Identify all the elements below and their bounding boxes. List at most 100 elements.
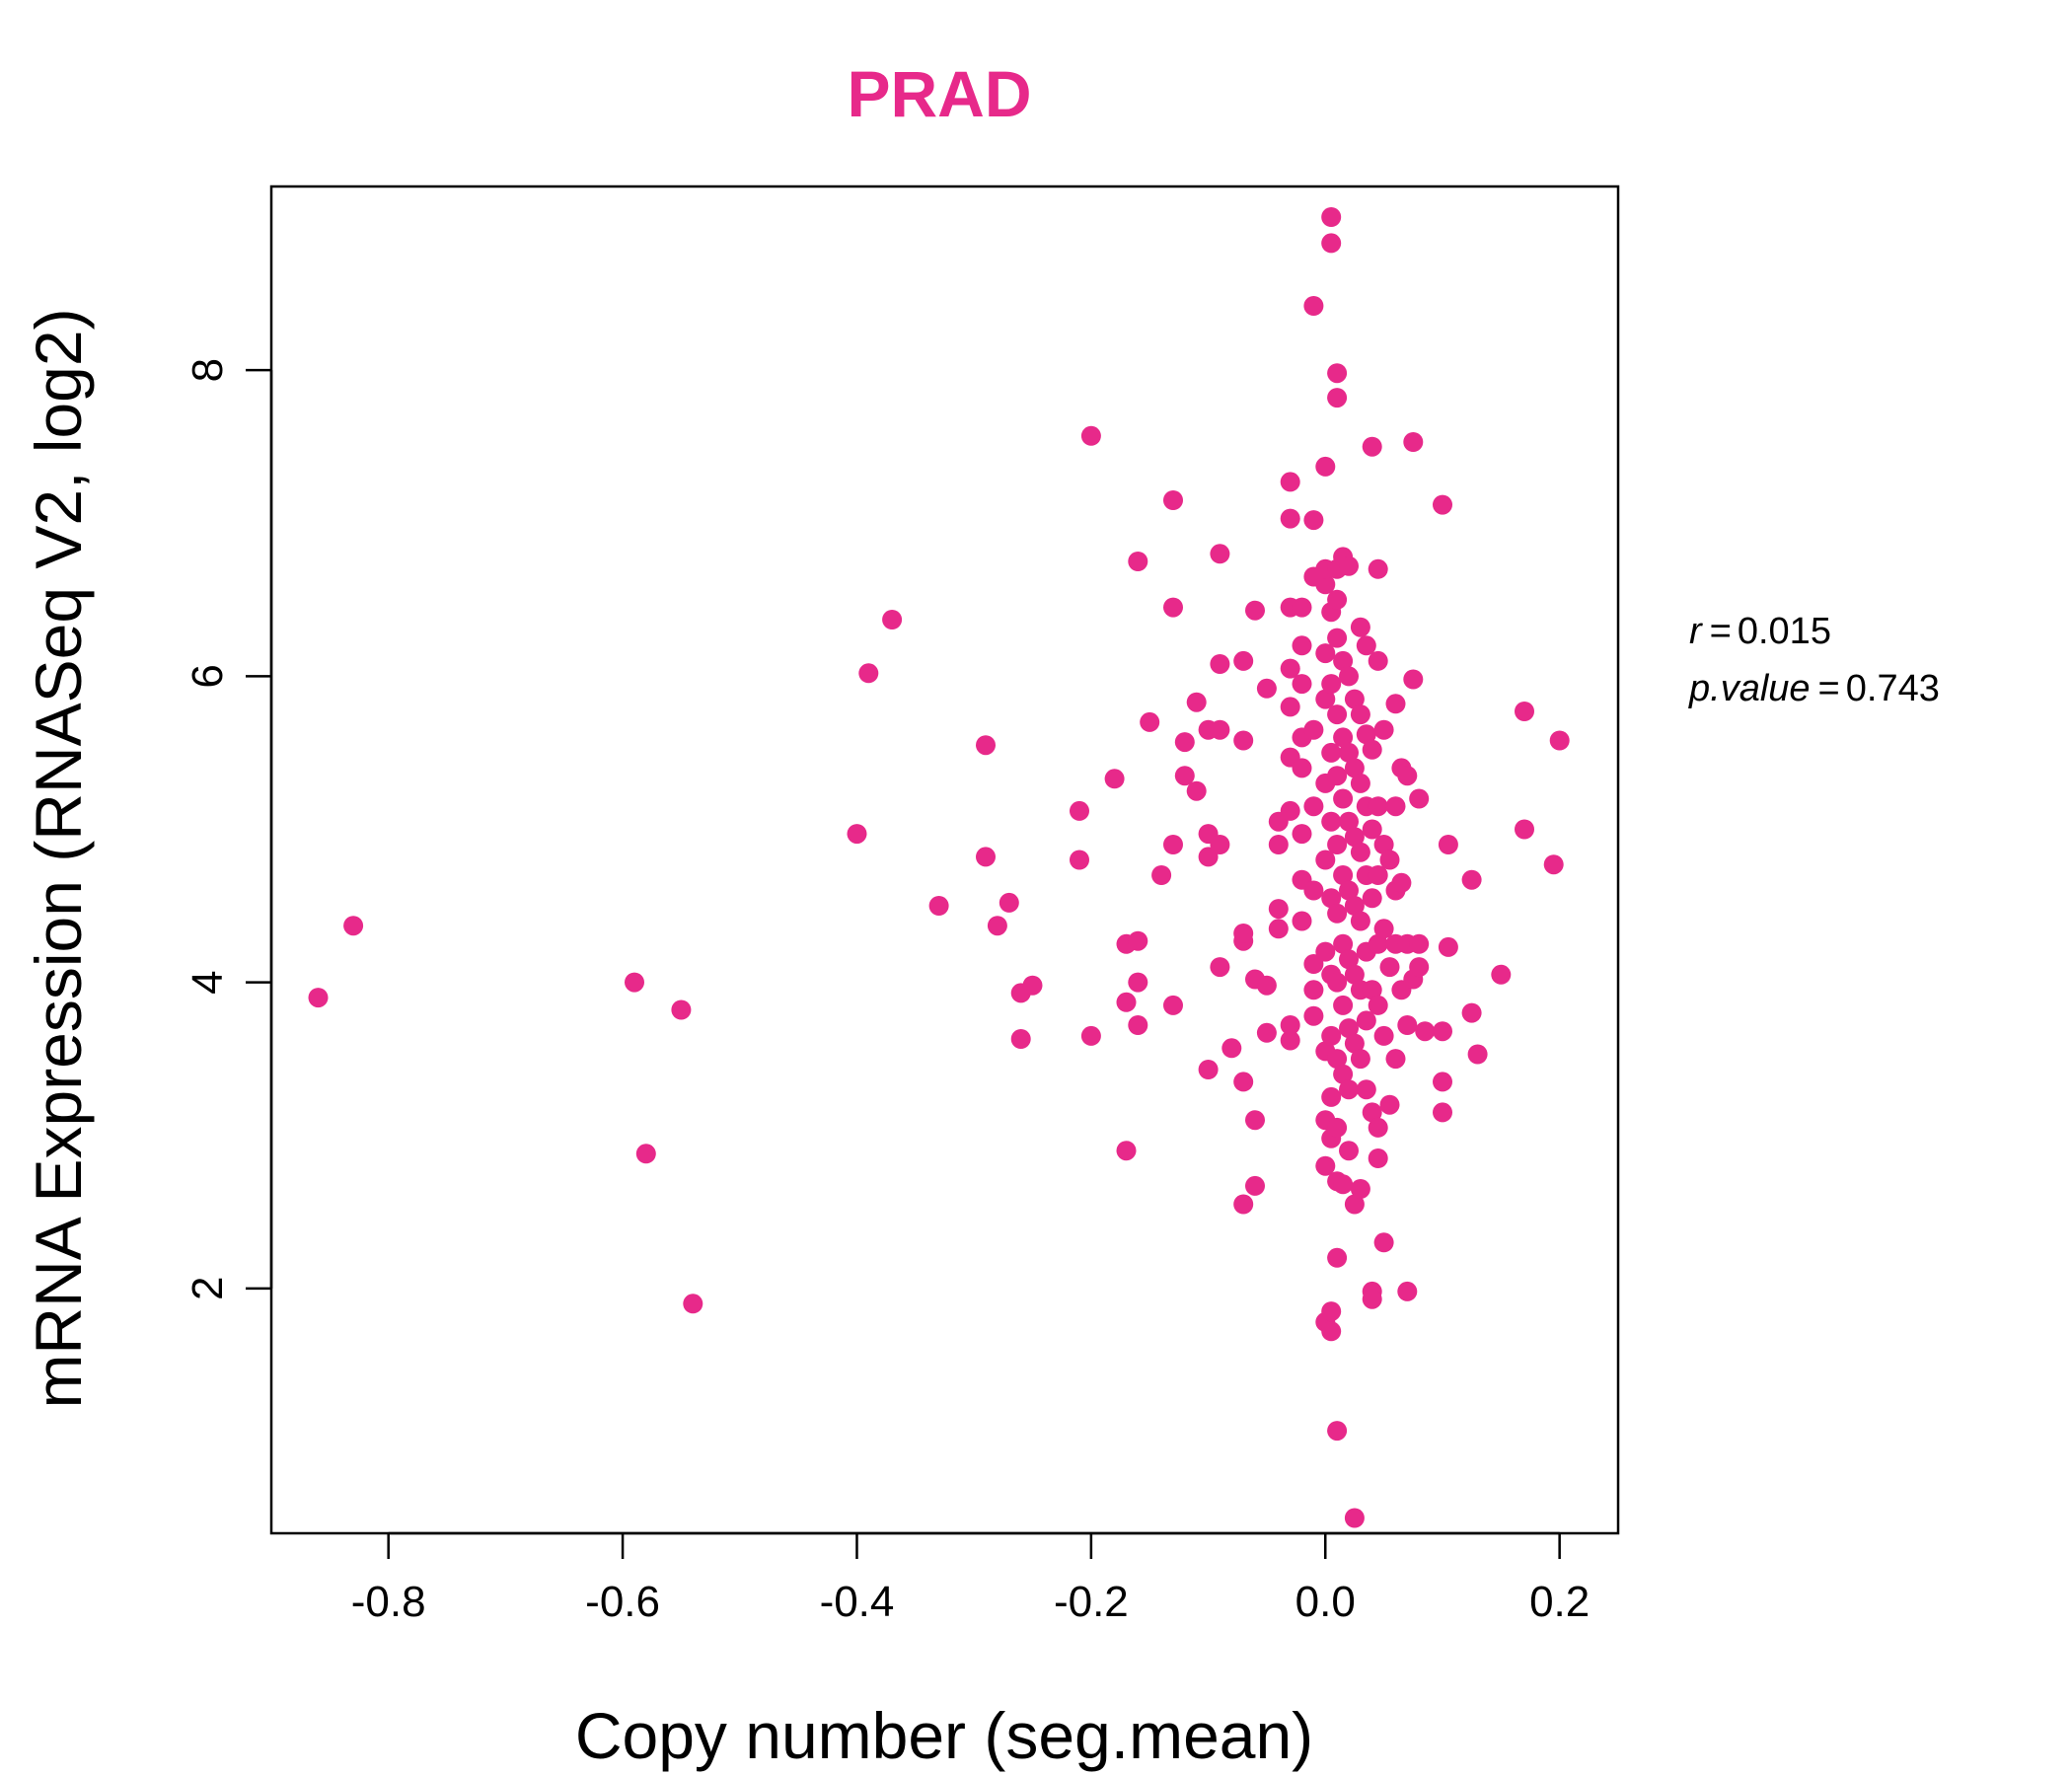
data-point-42 xyxy=(1198,1060,1219,1079)
data-point-59 xyxy=(1256,1022,1277,1043)
data-point-108 xyxy=(1321,742,1342,763)
data-point-69 xyxy=(1280,658,1300,679)
data-point-97 xyxy=(1315,850,1336,870)
data-point-190 xyxy=(1373,835,1394,854)
data-point-185 xyxy=(1368,933,1388,954)
data-point-38 xyxy=(1186,692,1207,712)
data-point-175 xyxy=(1362,819,1382,840)
data-point-212 xyxy=(1409,788,1430,809)
x-axis: -0.8 -0.6 -0.4 -0.2 0.0 0.2 xyxy=(351,1531,1590,1626)
y-tick-label-0: 2 xyxy=(184,1277,232,1300)
data-point-187 xyxy=(1368,1117,1388,1138)
data-point-98 xyxy=(1315,941,1336,962)
data-point-1 xyxy=(343,916,364,936)
data-point-20 xyxy=(1080,425,1101,446)
data-point-156 xyxy=(1344,1508,1365,1528)
data-point-16 xyxy=(1022,975,1043,996)
data-point-139 xyxy=(1333,1064,1354,1084)
data-point-180 xyxy=(1362,1289,1382,1309)
data-point-88 xyxy=(1303,719,1324,740)
data-point-144 xyxy=(1339,811,1359,832)
data-point-3 xyxy=(635,1144,656,1164)
data-point-63 xyxy=(1268,835,1289,854)
data-point-56 xyxy=(1245,600,1265,621)
data-point-177 xyxy=(1362,980,1382,1000)
x-axis-label: Copy number (seg.mean) xyxy=(575,1699,1313,1772)
data-point-151 xyxy=(1344,758,1365,778)
data-point-182 xyxy=(1368,650,1388,671)
data-point-70 xyxy=(1280,697,1300,717)
data-point-209 xyxy=(1403,432,1424,452)
data-point-35 xyxy=(1174,766,1195,786)
data-point-107 xyxy=(1321,674,1342,695)
p-value: 0.743 xyxy=(1846,668,1940,709)
data-point-8 xyxy=(882,610,903,629)
data-point-215 xyxy=(1415,1021,1436,1042)
data-point-83 xyxy=(1303,954,1324,974)
data-point-191 xyxy=(1373,919,1394,939)
data-point-6 xyxy=(847,824,867,845)
x-tick-label-0: -0.8 xyxy=(351,1578,426,1626)
points-layer xyxy=(308,207,1570,1528)
y-tick-label-1: 4 xyxy=(184,970,232,994)
data-point-149 xyxy=(1339,1141,1359,1161)
data-point-148 xyxy=(1339,1079,1359,1100)
x-tick-label-2: -0.4 xyxy=(820,1578,895,1626)
data-point-85 xyxy=(1303,980,1324,1000)
data-point-9 xyxy=(928,896,949,916)
data-point-27 xyxy=(1128,1015,1148,1035)
data-point-176 xyxy=(1362,888,1382,909)
data-point-121 xyxy=(1327,628,1348,648)
data-point-82 xyxy=(1292,911,1312,931)
data-point-201 xyxy=(1385,1049,1406,1070)
data-point-115 xyxy=(1321,1301,1342,1322)
data-point-134 xyxy=(1333,727,1354,748)
data-point-28 xyxy=(1128,552,1148,571)
data-point-33 xyxy=(1163,597,1183,618)
data-point-143 xyxy=(1339,742,1359,763)
data-point-164 xyxy=(1350,1049,1370,1070)
chart-title: PRAD xyxy=(847,57,1031,130)
data-point-226 xyxy=(1515,819,1534,840)
data-point-195 xyxy=(1379,957,1400,978)
data-point-112 xyxy=(1321,1025,1342,1046)
data-point-94 xyxy=(1315,643,1336,664)
y-axis: 2 4 6 8 xyxy=(184,358,273,1300)
svg-text:p.value=0.743: p.value = 0.743 xyxy=(1688,668,1940,709)
data-point-157 xyxy=(1344,1194,1365,1215)
x-tick-label-5: 0.2 xyxy=(1529,1578,1590,1626)
data-point-228 xyxy=(1543,854,1564,875)
data-point-192 xyxy=(1373,1025,1394,1046)
data-point-52 xyxy=(1233,924,1254,943)
data-point-7 xyxy=(858,663,879,684)
data-point-213 xyxy=(1409,933,1430,954)
data-point-198 xyxy=(1385,796,1406,817)
data-point-196 xyxy=(1379,1094,1400,1115)
data-point-138 xyxy=(1333,995,1354,1015)
data-point-21 xyxy=(1104,769,1125,789)
data-point-217 xyxy=(1433,1072,1452,1092)
data-point-64 xyxy=(1268,899,1289,920)
data-point-193 xyxy=(1373,1232,1394,1253)
data-point-126 xyxy=(1327,972,1348,993)
r-label: r xyxy=(1689,611,1703,652)
data-point-50 xyxy=(1233,1072,1254,1092)
data-point-12 xyxy=(987,916,1007,936)
data-point-136 xyxy=(1333,865,1354,885)
data-point-120 xyxy=(1327,589,1348,610)
data-point-154 xyxy=(1344,964,1365,985)
data-point-189 xyxy=(1373,719,1394,740)
data-point-125 xyxy=(1327,903,1348,924)
data-point-40 xyxy=(1198,847,1219,867)
data-point-36 xyxy=(1174,732,1195,753)
data-point-109 xyxy=(1321,811,1342,832)
data-point-53 xyxy=(1233,730,1254,751)
data-point-161 xyxy=(1350,842,1370,862)
data-point-31 xyxy=(1163,835,1183,854)
data-point-184 xyxy=(1368,865,1388,885)
data-point-160 xyxy=(1350,773,1370,793)
data-point-25 xyxy=(1128,930,1148,951)
r-value: 0.015 xyxy=(1738,611,1831,652)
data-point-207 xyxy=(1397,1015,1418,1035)
